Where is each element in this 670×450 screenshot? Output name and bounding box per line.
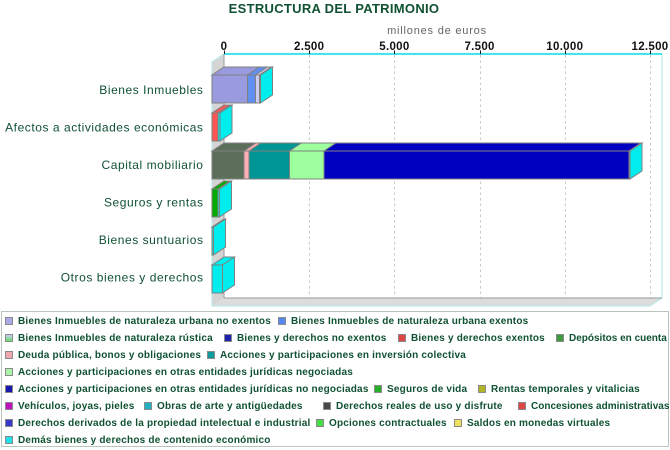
svg-text:0: 0	[221, 41, 228, 53]
svg-text:12.500: 12.500	[632, 41, 669, 53]
svg-text:Bienes Inmuebles: Bienes Inmuebles	[99, 83, 203, 97]
svg-text:Capital mobiliario: Capital mobiliario	[102, 158, 204, 172]
svg-text:10.000: 10.000	[546, 41, 583, 53]
svg-text:7.500: 7.500	[464, 41, 494, 53]
svg-text:Afectos a actividades económic: Afectos a actividades económicas	[5, 121, 203, 135]
svg-text:Seguros y rentas: Seguros y rentas	[104, 196, 204, 210]
svg-text:5.000: 5.000	[379, 41, 409, 53]
svg-text:2.500: 2.500	[294, 41, 324, 53]
svg-text:ESTRUCTURA DEL PATRIMONIO: ESTRUCTURA DEL PATRIMONIO	[229, 1, 440, 16]
svg-text:millones de euros: millones de euros	[387, 25, 487, 37]
svg-text:Bienes suntuarios: Bienes suntuarios	[99, 233, 204, 247]
svg-text:Otros bienes y derechos: Otros bienes y derechos	[61, 271, 204, 285]
